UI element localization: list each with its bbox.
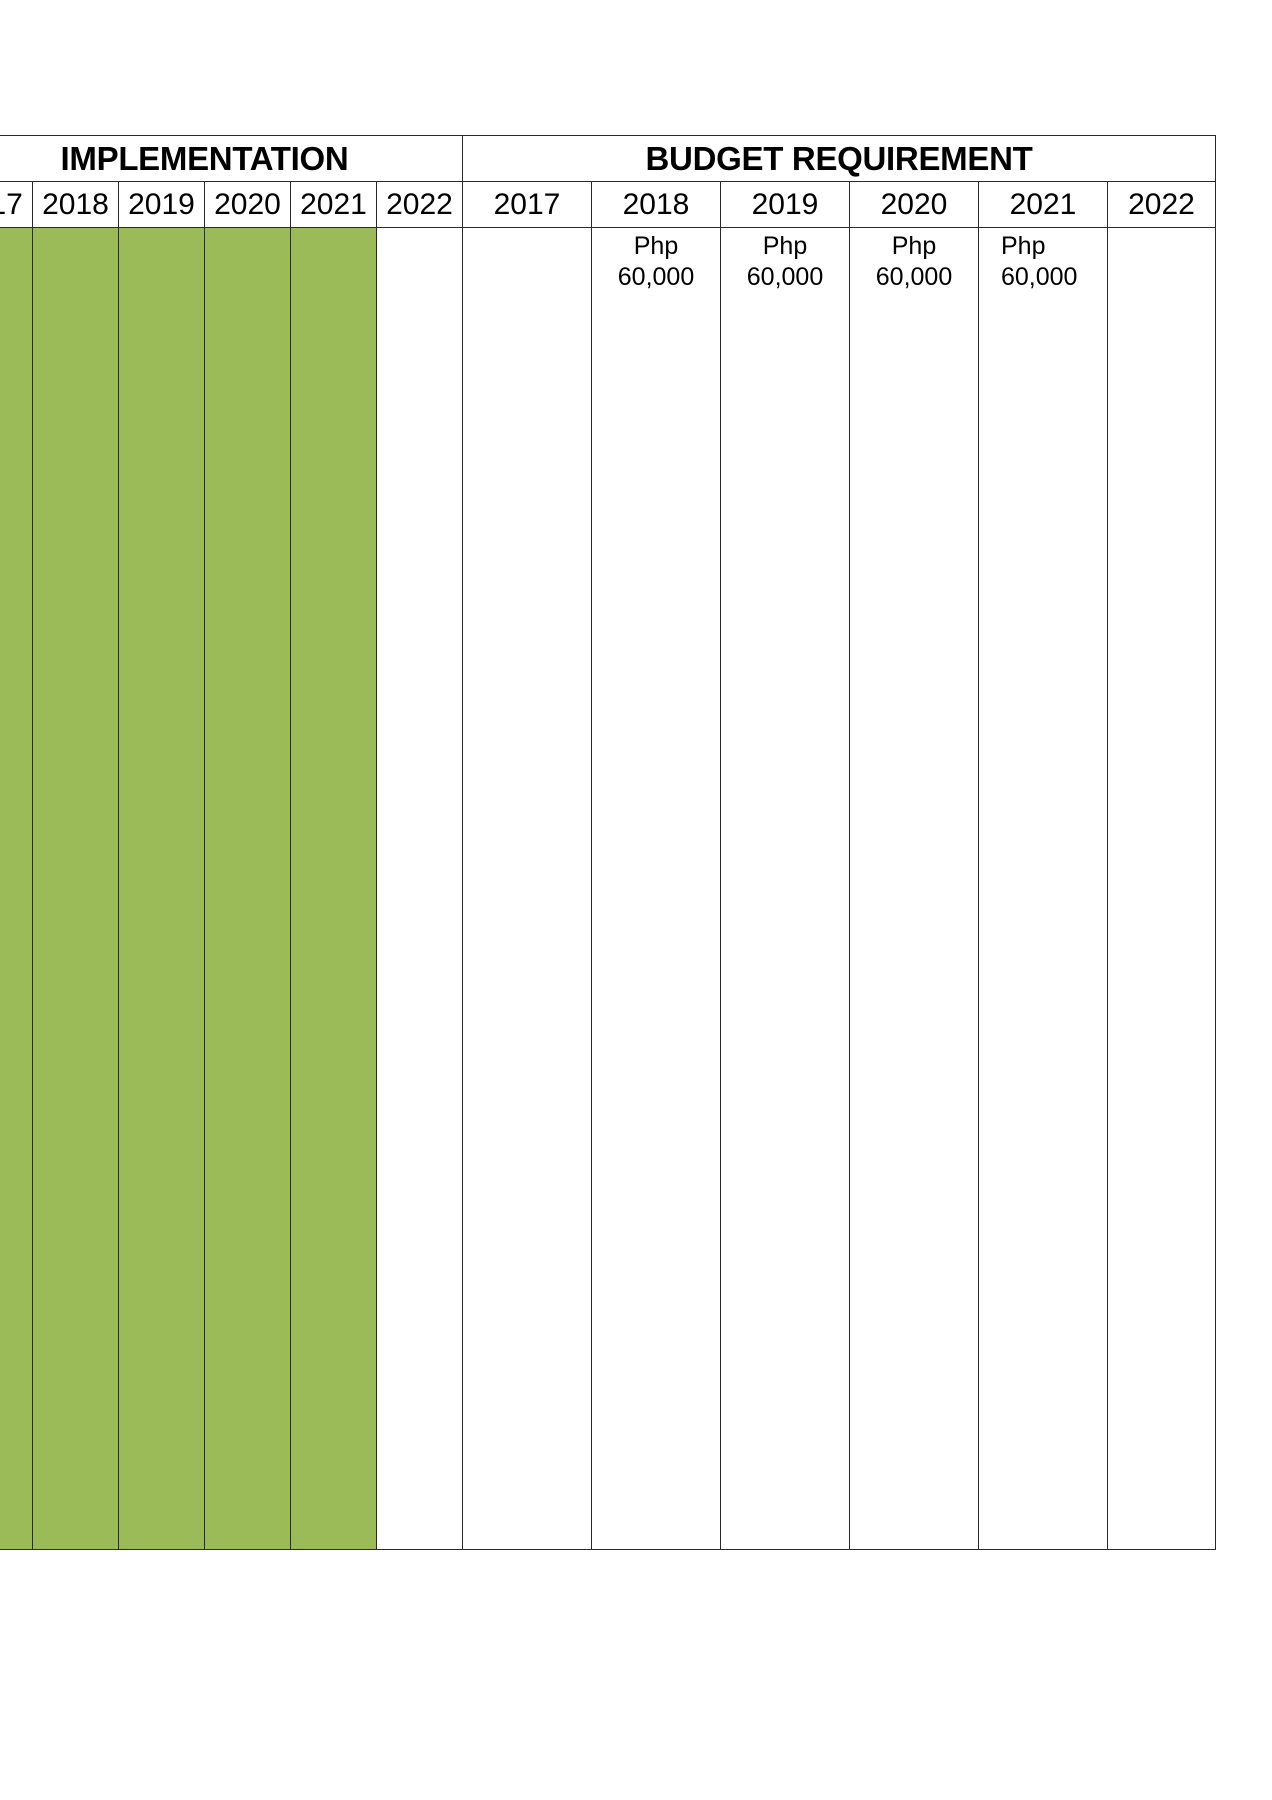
budget-amount-2021: 60,000 — [1001, 263, 1078, 291]
impl-year-2020: 2020 — [204, 181, 291, 228]
impl-year-2022: 2022 — [376, 181, 463, 228]
budget-cell-2022 — [1107, 227, 1216, 1550]
year-header-row: 2017 2018 2019 2020 2021 2022 2017 2018 … — [0, 181, 1216, 228]
budget-year-2021: 2021 — [978, 181, 1108, 228]
implementation-budget-table: IMPLEMENTATION BUDGET REQUIREMENT 2017 2… — [0, 135, 1216, 1550]
budget-cell-2017 — [462, 227, 592, 1550]
impl-cell-2019 — [118, 227, 205, 1550]
budget-requirement-header: BUDGET REQUIREMENT — [462, 135, 1216, 182]
budget-currency-2021: Php — [1001, 232, 1046, 260]
budget-year-2018: 2018 — [591, 181, 721, 228]
budget-currency-2019: Php — [762, 232, 808, 260]
budget-year-2019: 2019 — [720, 181, 850, 228]
impl-year-2019: 2019 — [118, 181, 205, 228]
budget-cell-2020: Php 60,000 — [849, 227, 979, 1550]
impl-cell-2022 — [376, 227, 463, 1550]
budget-currency-2020: Php — [891, 232, 937, 260]
impl-cell-2021 — [290, 227, 377, 1550]
impl-cell-2020 — [204, 227, 291, 1550]
budget-amount-2019: 60,000 — [746, 263, 824, 291]
impl-cell-2017 — [0, 227, 33, 1550]
group-header-row: IMPLEMENTATION BUDGET REQUIREMENT — [0, 135, 1216, 182]
implementation-header: IMPLEMENTATION — [0, 135, 463, 182]
budget-cell-2021: Php 60,000 — [978, 227, 1108, 1550]
budget-amount-2020: 60,000 — [875, 263, 953, 291]
impl-year-2017: 2017 — [0, 181, 33, 228]
budget-year-2017: 2017 — [462, 181, 592, 228]
body-row: Php 60,000 Php 60,000 Php 60,000 Php 60,… — [0, 227, 1216, 1550]
budget-year-2022: 2022 — [1107, 181, 1216, 228]
impl-cell-2018 — [32, 227, 119, 1550]
budget-cell-2019: Php 60,000 — [720, 227, 850, 1550]
budget-cell-2018: Php 60,000 — [591, 227, 721, 1550]
budget-amount-2018: 60,000 — [617, 263, 695, 291]
impl-year-2021: 2021 — [290, 181, 377, 228]
budget-year-2020: 2020 — [849, 181, 979, 228]
impl-year-2018: 2018 — [32, 181, 119, 228]
budget-currency-2018: Php — [633, 232, 679, 260]
